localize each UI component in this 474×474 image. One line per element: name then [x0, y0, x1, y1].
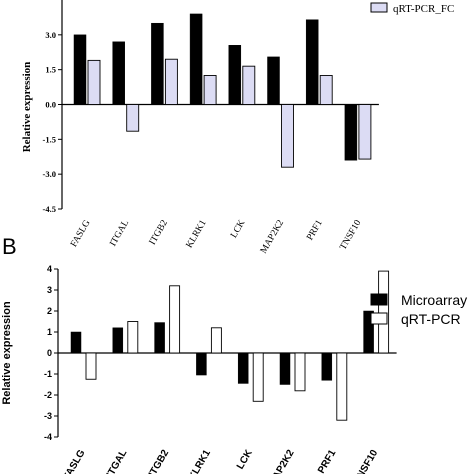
b-bar-itgal-series-2	[127, 321, 139, 354]
panel-a-chart: Relative expression -4.5 -3.0 -1.5 0.0 1.5 3.…	[21, 0, 454, 256]
a-bar-tnsf10-series-2	[358, 104, 372, 160]
b-category-label-klrk1: KLRK1	[187, 448, 213, 474]
a-y-tick-label: 1.5	[45, 65, 56, 75]
b-y-tick-label: 0	[47, 348, 52, 358]
a-bar-tnsf10-series-1	[344, 104, 358, 161]
a-y-tick-label: 3.0	[45, 30, 56, 40]
a-category-label-faslg: FASLG	[69, 218, 92, 249]
b-y-tick-label: 2	[47, 306, 52, 316]
panel-a-bars	[73, 13, 372, 168]
b-bar-itgal-series-1	[112, 327, 124, 354]
a-bar-map2k2-series-1	[267, 56, 280, 105]
b-bar-faslg-series-2	[85, 352, 97, 380]
a-category-label-map2k2: MAP2K2	[259, 218, 286, 255]
a-y-tick-label: -3.0	[43, 169, 56, 179]
panel-b-chart: Relative expression -4 -3 -2 -1 0 1 2 3 4 FASLG IT…	[1, 264, 467, 474]
b-bar-klrk1-series-2	[210, 327, 222, 354]
b-bar-tnsf10-series-2	[378, 270, 390, 354]
panel-b-legend: Microarray qRT-PCR	[370, 292, 467, 327]
a-y-tick-label: -4.5	[43, 204, 56, 214]
b-y-tick-label: -1	[44, 369, 52, 379]
a-bar-itgb2-series-2	[164, 58, 178, 105]
a-bar-faslg-series-1	[73, 34, 87, 105]
b-bar-prf1-series-1	[321, 352, 333, 381]
b-bar-map2k2-series-1	[279, 352, 291, 385]
a-y-tick-label: 0.0	[45, 100, 56, 110]
panel-a-legend: qRT-PCR_FC	[370, 2, 454, 15]
b-bar-map2k2-series-2	[294, 352, 306, 392]
b-bar-klrk1-series-1	[196, 352, 207, 376]
a-category-label-itgal: ITGAL	[108, 218, 131, 248]
b-category-label-faslg: FASLG	[61, 448, 87, 474]
a-bar-lck-series-2	[242, 65, 256, 105]
b-category-label-itgal: ITGAL	[105, 448, 130, 474]
panel-b-y-axis-label: Relative expression	[1, 301, 13, 405]
a-bar-prf1-series-1	[305, 19, 319, 105]
a-bar-prf1-series-2	[319, 75, 333, 105]
a-bar-itgal-series-1	[112, 41, 125, 105]
a-category-label-tnsf10: TNSF10	[338, 218, 363, 252]
panel-a-legend-swatch-qrt-pcr-fc	[370, 2, 388, 13]
panel-b-bars	[70, 270, 390, 421]
panel-a-legend-label-qrt-pcr-fc: qRT-PCR_FC	[393, 3, 454, 15]
b-y-tick-label: -3	[44, 411, 52, 421]
b-category-label-lck: LCK	[235, 447, 255, 471]
b-bar-itgb2-series-1	[154, 322, 165, 354]
a-bar-lck-series-1	[228, 45, 242, 105]
panel-b-letter: B	[2, 234, 17, 259]
b-bar-lck-series-2	[252, 352, 264, 402]
a-y-tick-label: -1.5	[43, 134, 56, 144]
a-category-label-prf1: PRF1	[305, 218, 325, 242]
b-y-tick-label: 1	[47, 327, 52, 337]
panel-b-legend-swatch-microarray	[370, 293, 388, 306]
a-bar-klrk1-series-1	[189, 13, 203, 105]
a-bar-itgb2-series-1	[151, 22, 164, 105]
panel-b-legend-label-microarray: Microarray	[401, 292, 467, 308]
b-bar-faslg-series-1	[70, 331, 82, 354]
b-y-tick-label: -2	[44, 390, 52, 400]
a-category-label-klrk1: KLRK1	[185, 218, 209, 250]
a-category-label-itgb2: ITGB2	[148, 218, 170, 247]
a-bar-itgal-series-2	[126, 104, 140, 132]
panel-a-y-axis-label: Relative expression	[21, 62, 33, 153]
a-bar-klrk1-series-2	[203, 75, 217, 105]
b-category-label-prf1: PRF1	[316, 448, 339, 474]
b-y-tick-label: -4	[44, 432, 52, 442]
b-category-label-tnsf10: TNSF10	[352, 448, 380, 474]
b-bar-tnsf10-series-1	[363, 310, 374, 354]
b-y-tick-label: 3	[47, 285, 52, 295]
a-bar-faslg-series-2	[87, 59, 101, 105]
panel-b-legend-swatch-qrt-pcr	[370, 312, 388, 325]
b-y-tick-label: 4	[47, 264, 52, 274]
b-category-label-map2k2: MAP2K2	[267, 448, 297, 474]
a-bar-map2k2-series-2	[281, 104, 294, 168]
panel-b-legend-label-qrt-pcr: qRT-PCR	[401, 311, 461, 327]
b-bar-lck-series-1	[237, 352, 249, 384]
a-category-label-lck: LCK	[229, 218, 247, 240]
b-bar-prf1-series-2	[336, 352, 348, 421]
b-category-label-itgb2: ITGB2	[147, 448, 171, 474]
b-bar-itgb2-series-2	[169, 285, 181, 354]
